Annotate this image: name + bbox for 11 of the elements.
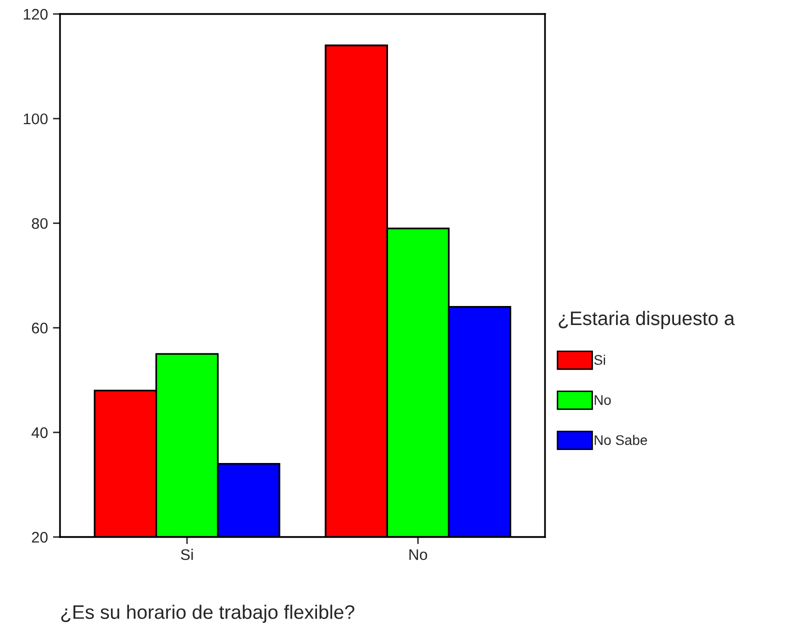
y-tick-label: 60 [32, 322, 48, 334]
y-tick-label: 100 [24, 113, 48, 124]
x-axis-title: ¿Es su horario de trabajo flexible? [61, 604, 354, 623]
legend-label: No [594, 395, 611, 405]
y-tick-label: 80 [32, 218, 48, 229]
legend-label: Si [594, 354, 606, 365]
legend-title: ¿Estaria dispuesto a [558, 310, 735, 330]
y-tick-label: 40 [32, 427, 48, 438]
y-tick-label: 20 [32, 532, 48, 543]
y-tick-label: 120 [24, 8, 48, 20]
legend-label: No Sabe [594, 434, 648, 446]
